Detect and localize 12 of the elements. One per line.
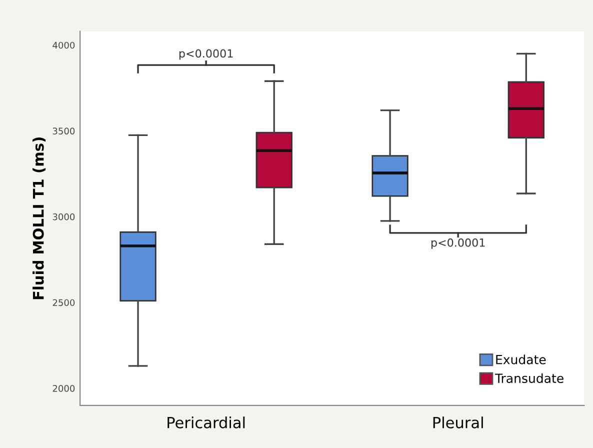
x-tick-label: Pericardial <box>168 416 245 428</box>
y-tick-label: 3000 <box>52 213 75 220</box>
legend-label: Exudate <box>496 354 546 364</box>
x-tick-label: Pleural <box>433 416 483 428</box>
y-tick-label: 2500 <box>52 299 75 306</box>
y-tick-label: 4000 <box>52 42 75 49</box>
legend-label: Transudate <box>494 373 564 384</box>
y-axis-title: Fluid MOLLI T1 (ms) <box>32 138 46 300</box>
y-tick-label: 2000 <box>52 385 75 392</box>
annotation: p<0.0001 <box>431 238 485 249</box>
y-tick-label: 3500 <box>52 128 75 134</box>
annotation: p<0.0001 <box>179 49 233 60</box>
